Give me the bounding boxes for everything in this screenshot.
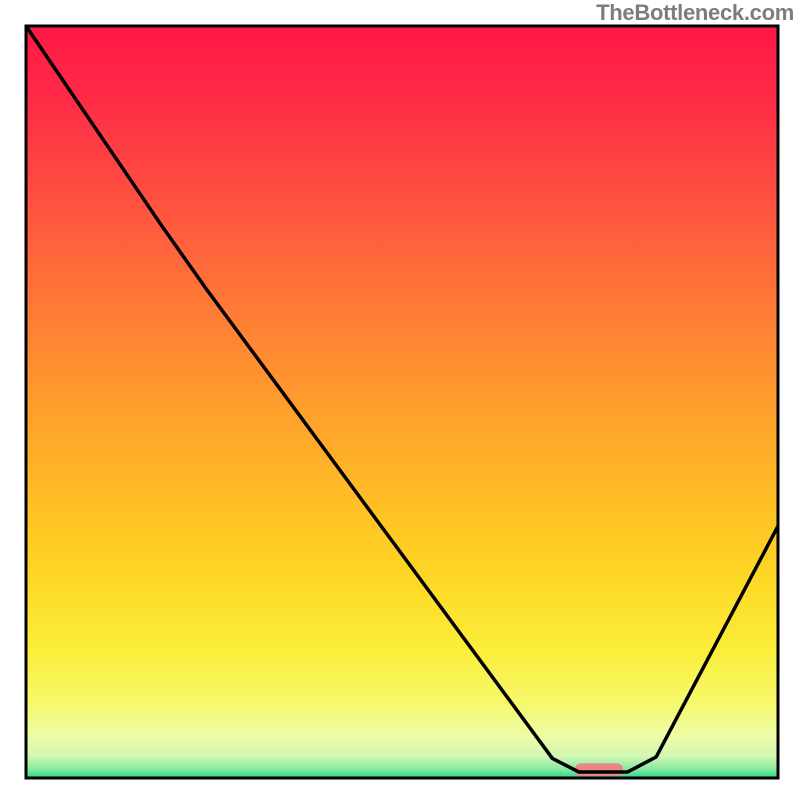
plot-background xyxy=(26,26,778,778)
watermark-text: TheBottleneck.com xyxy=(596,0,794,26)
bottleneck-chart xyxy=(0,0,800,800)
marker-bar xyxy=(575,763,623,776)
chart-container: TheBottleneck.com xyxy=(0,0,800,800)
